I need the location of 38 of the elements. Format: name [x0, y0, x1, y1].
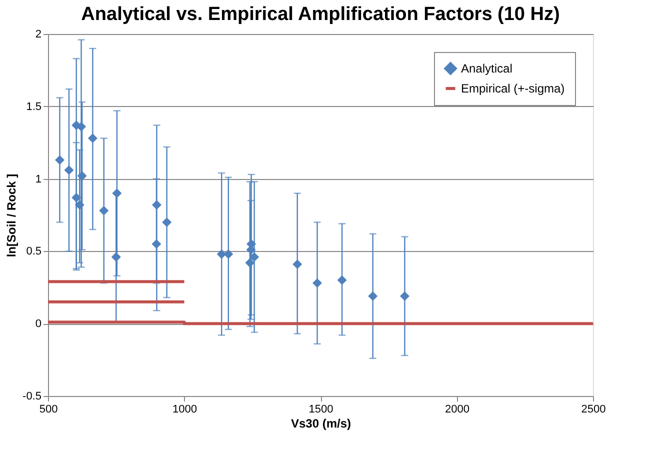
y-tick-label: -0.5	[22, 390, 42, 402]
point	[292, 259, 302, 269]
y-tick-label: 0	[35, 318, 42, 330]
point	[111, 252, 121, 262]
x-axis-title: Vs30 (m/s)	[290, 416, 352, 430]
point	[246, 245, 256, 254]
legend-label: Analytical	[461, 62, 512, 76]
y-tick-label: 0.5	[26, 246, 42, 258]
point	[99, 206, 109, 216]
x-tick-label: 1500	[308, 404, 334, 416]
x-tick-label: 2000	[445, 404, 470, 416]
point	[72, 192, 82, 202]
legend-label: Empirical (+-sigma)	[461, 82, 565, 96]
point	[64, 165, 74, 175]
point	[77, 171, 87, 181]
point	[368, 291, 378, 301]
y-tick-label: 1	[35, 173, 42, 186]
y-axis-title: ln[Soil / Rock ]	[4, 174, 19, 258]
point	[400, 291, 410, 301]
point	[88, 134, 98, 143]
x-tick-label: 1000	[172, 404, 197, 416]
y-tick-label: 2	[35, 28, 42, 40]
point	[76, 122, 86, 132]
point	[54, 155, 64, 165]
point	[337, 275, 347, 285]
point	[216, 249, 226, 259]
y-tick-label: 1.5	[26, 100, 42, 113]
point	[74, 200, 84, 210]
point	[152, 239, 162, 249]
x-tick-label: 500	[39, 404, 58, 416]
point	[224, 249, 234, 259]
x-tick-label: 2500	[581, 404, 606, 416]
point	[152, 200, 162, 210]
point	[245, 258, 255, 268]
point	[312, 278, 322, 288]
chart-title: Analytical vs. Empirical Amplification Factors (10 Hz)	[81, 4, 560, 25]
point	[162, 217, 172, 227]
point	[112, 188, 122, 198]
